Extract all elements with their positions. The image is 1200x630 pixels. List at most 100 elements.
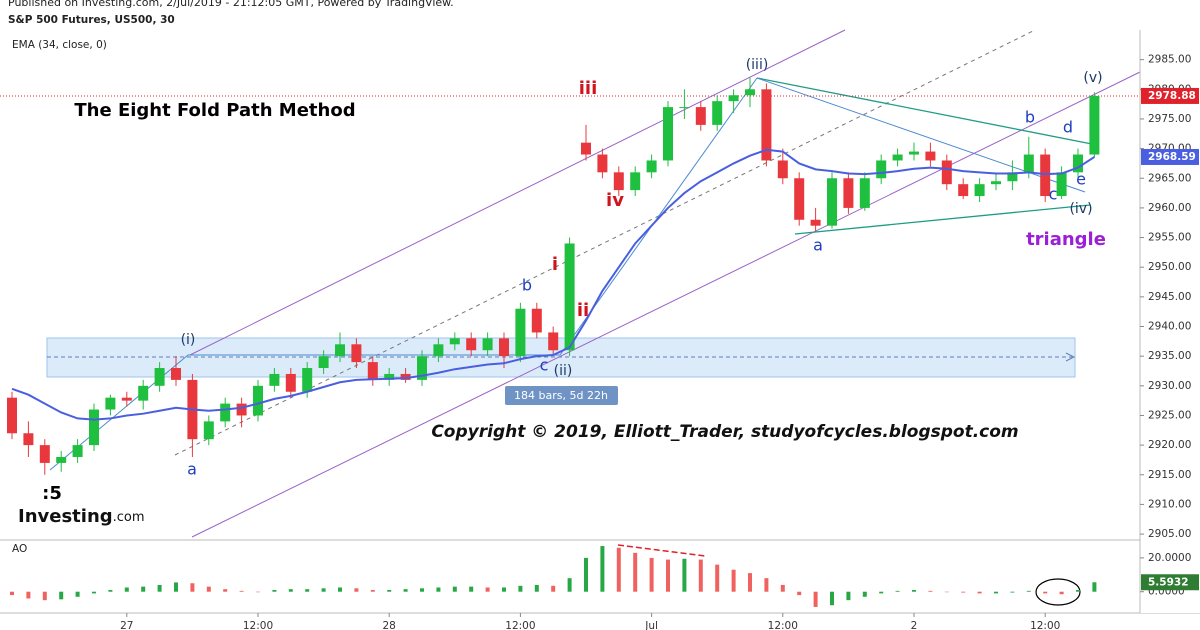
candle-body	[663, 107, 673, 161]
axes: 2905.00 2910.00 2915.00 2920.00 2925.00 2930.…	[120, 54, 1199, 630]
ao-bar	[1043, 591, 1048, 594]
candle-body	[941, 160, 952, 185]
annotation: The Eight Fold Path Method	[74, 100, 355, 121]
annotation: i	[552, 254, 558, 275]
candle-body	[220, 403, 231, 422]
candle-body	[400, 373, 411, 380]
y-tick-label: 2965.00	[1148, 172, 1191, 184]
x-tick-label: 2	[911, 620, 918, 630]
candle-body	[285, 373, 296, 392]
last-price-label: 2978.88	[1148, 90, 1196, 102]
ao-bar	[288, 589, 293, 592]
ema-last-label: 2968.59	[1148, 151, 1196, 163]
measure-box	[505, 386, 618, 405]
ao-bar	[780, 584, 785, 592]
candle-body	[351, 344, 362, 363]
ao-last-box	[1141, 574, 1199, 591]
y-tick-label: 2920.00	[1148, 439, 1191, 451]
annotations: Published on Investing.com, 2/Jul/2019 -…	[8, 0, 1106, 555]
ao-bar	[1059, 591, 1064, 595]
ao-bar	[1010, 591, 1015, 593]
candle-body	[449, 338, 460, 345]
ao-bar	[92, 591, 96, 594]
ao-bar	[256, 591, 260, 593]
candle-body	[23, 433, 34, 446]
ao-bar	[485, 587, 490, 592]
ao-bar	[305, 589, 310, 592]
candle-body	[515, 308, 526, 357]
candle-body	[695, 107, 706, 125]
divergence-line	[617, 544, 706, 557]
candle-body	[958, 184, 969, 197]
ao-bar	[977, 591, 982, 594]
candle-body	[761, 89, 772, 161]
candle-body	[728, 95, 739, 102]
candle-body	[827, 178, 837, 226]
candle-body	[1089, 95, 1100, 155]
ao-bar	[928, 590, 933, 592]
candle-body	[269, 373, 280, 386]
annotation: a	[187, 460, 197, 479]
y-tick-label: 2945.00	[1148, 291, 1191, 303]
annotation: e	[1076, 170, 1086, 189]
ao-bar	[75, 591, 80, 597]
triangle-lower	[794, 204, 1091, 235]
ao-bar	[633, 552, 638, 592]
annotation: (i)	[181, 332, 196, 348]
ao-bar	[715, 564, 720, 592]
ao-bar	[584, 557, 588, 592]
candle-body	[56, 456, 67, 463]
candle-body	[843, 178, 854, 208]
ao-bar	[157, 584, 162, 592]
candle-body	[646, 160, 657, 173]
candle-body	[1023, 154, 1034, 173]
candle-body	[367, 362, 378, 380]
ao-bar	[436, 587, 441, 592]
ao-bar	[239, 590, 244, 592]
triangle-upper	[756, 77, 1098, 146]
candle-body	[876, 160, 887, 179]
ao-bar	[469, 586, 474, 592]
ao-bar	[813, 591, 818, 607]
y-tick-label: 2985.00	[1148, 54, 1191, 66]
y-tick-label: 2925.00	[1148, 409, 1191, 421]
annotation: c	[540, 356, 549, 375]
candle-body	[499, 338, 509, 357]
ao-bar	[731, 569, 736, 592]
candle-body	[1056, 172, 1067, 197]
annotation: iii	[579, 78, 598, 99]
ao-bar	[748, 573, 752, 592]
candle-body	[39, 445, 50, 463]
measure-label: 184 bars, 5d 22h	[514, 389, 608, 402]
candle-body	[89, 409, 99, 446]
ao-bar	[338, 587, 342, 592]
ao-bar	[452, 586, 457, 592]
y-tick-label: 2955.00	[1148, 232, 1191, 244]
logo: Investing.com	[18, 506, 145, 527]
candle-body	[466, 338, 477, 351]
candle-body	[794, 178, 805, 220]
y-tick-label: 2975.00	[1148, 113, 1191, 125]
ao-bar	[912, 590, 916, 592]
ao-bar	[108, 590, 113, 592]
ao-bar	[420, 588, 424, 592]
annotation: iv	[606, 190, 624, 211]
y-tick-label: 2905.00	[1148, 528, 1191, 540]
y-tick-label: 2915.00	[1148, 469, 1191, 481]
ao-bar	[206, 586, 211, 592]
data-marks	[7, 77, 1100, 607]
ao-bar	[616, 547, 621, 592]
logo-name: Investing	[18, 506, 113, 527]
candle-body	[777, 160, 788, 179]
candle-body	[630, 172, 641, 191]
annotation: (ii)	[554, 363, 573, 379]
ao-legend: AO	[12, 543, 27, 555]
annotation: d	[1063, 118, 1073, 137]
ao-tick-label: 20.0000	[1148, 552, 1191, 564]
candle-body	[482, 338, 493, 351]
ao-bar	[10, 591, 14, 596]
candle-body	[909, 151, 919, 155]
candle-body	[203, 421, 214, 440]
ao-bar	[387, 590, 392, 592]
